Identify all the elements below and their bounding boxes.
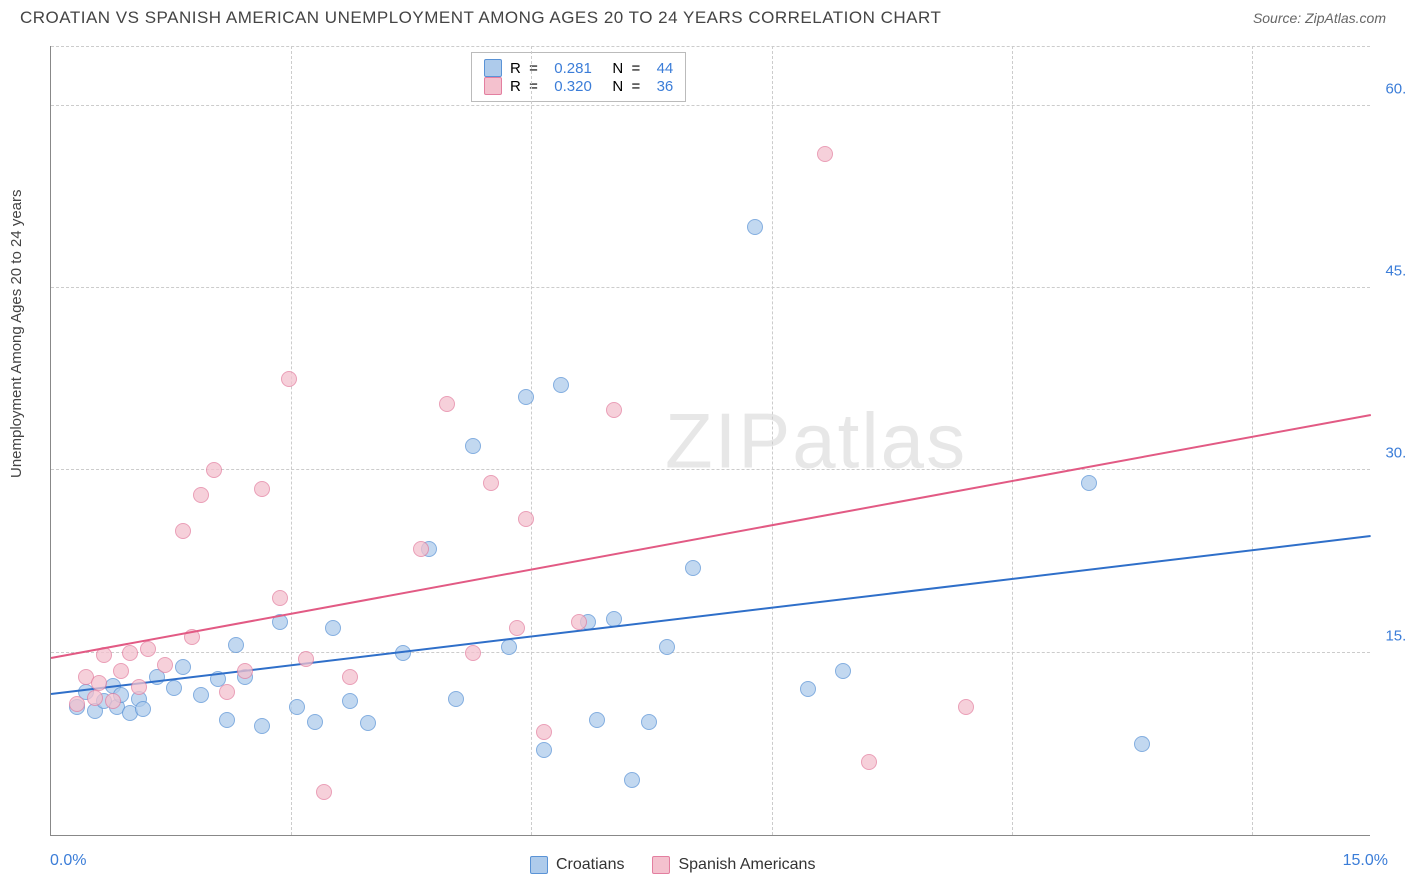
data-point [536,724,552,740]
data-point [307,714,323,730]
data-point [193,487,209,503]
data-point [360,715,376,731]
data-point [1134,736,1150,752]
legend-item-croatians: Croatians [530,856,624,874]
data-point [589,712,605,728]
data-point [219,712,235,728]
data-point [571,614,587,630]
data-point [342,693,358,709]
stats-legend: R = 0.281 N = 44 R = 0.320 N = 36 [471,52,686,102]
gridline-v [772,46,773,835]
data-point [166,680,182,696]
x-axis-end: 15.0% [1343,852,1388,870]
swatch-croatians-icon [530,856,548,874]
gridline-h [51,652,1370,653]
gridline-v [1252,46,1253,835]
data-point [175,523,191,539]
gridline-v [291,46,292,835]
source-label: Source: ZipAtlas.com [1253,10,1386,26]
data-point [105,693,121,709]
data-point [254,718,270,734]
data-point [157,657,173,673]
data-point [465,645,481,661]
data-point [1081,475,1097,491]
data-point [518,389,534,405]
data-point [122,645,138,661]
data-point [342,669,358,685]
data-point [316,784,332,800]
trend-line [51,414,1371,659]
data-point [659,639,675,655]
data-point [175,659,191,675]
data-point [281,371,297,387]
data-point [606,402,622,418]
data-point [958,699,974,715]
data-point [817,146,833,162]
data-point [193,687,209,703]
data-point [325,620,341,636]
data-point [140,641,156,657]
y-axis-label: Unemployment Among Ages 20 to 24 years [8,189,25,478]
data-point [536,742,552,758]
data-point [448,691,464,707]
data-point [228,637,244,653]
chart-container: Unemployment Among Ages 20 to 24 years Z… [0,38,1406,888]
data-point [439,396,455,412]
y-tick-label: 30.0% [1378,445,1406,462]
x-axis-origin: 0.0% [50,852,86,870]
gridline-h [51,469,1370,470]
data-point [254,481,270,497]
series-legend: Croatians Spanish Americans [530,856,815,874]
data-point [861,754,877,770]
data-point [835,663,851,679]
data-point [289,699,305,715]
data-point [206,462,222,478]
data-point [413,541,429,557]
data-point [641,714,657,730]
y-tick-label: 15.0% [1378,627,1406,644]
data-point [685,560,701,576]
stats-row-spanish: R = 0.320 N = 36 [484,77,673,95]
data-point [113,663,129,679]
swatch-spanish-icon [484,77,502,95]
data-point [553,377,569,393]
legend-item-spanish: Spanish Americans [652,856,815,874]
gridline-h [51,105,1370,106]
data-point [747,219,763,235]
data-point [800,681,816,697]
swatch-spanish-icon [652,856,670,874]
data-point [237,663,253,679]
y-tick-label: 60.0% [1378,80,1406,97]
data-point [483,475,499,491]
data-point [298,651,314,667]
data-point [219,684,235,700]
stats-row-croatians: R = 0.281 N = 44 [484,59,673,77]
gridline-h [51,287,1370,288]
data-point [465,438,481,454]
data-point [518,511,534,527]
gridline-v [531,46,532,835]
data-point [501,639,517,655]
y-tick-label: 45.0% [1378,263,1406,280]
swatch-croatians-icon [484,59,502,77]
data-point [69,696,85,712]
watermark: ZIPatlas [665,395,967,486]
data-point [91,675,107,691]
data-point [624,772,640,788]
chart-title: CROATIAN VS SPANISH AMERICAN UNEMPLOYMEN… [20,8,941,28]
data-point [135,701,151,717]
plot-area: ZIPatlas R = 0.281 N = 44 R = 0.320 N = … [50,46,1370,836]
data-point [131,679,147,695]
data-point [509,620,525,636]
gridline-h [51,46,1370,47]
data-point [272,590,288,606]
gridline-v [1012,46,1013,835]
data-point [87,690,103,706]
